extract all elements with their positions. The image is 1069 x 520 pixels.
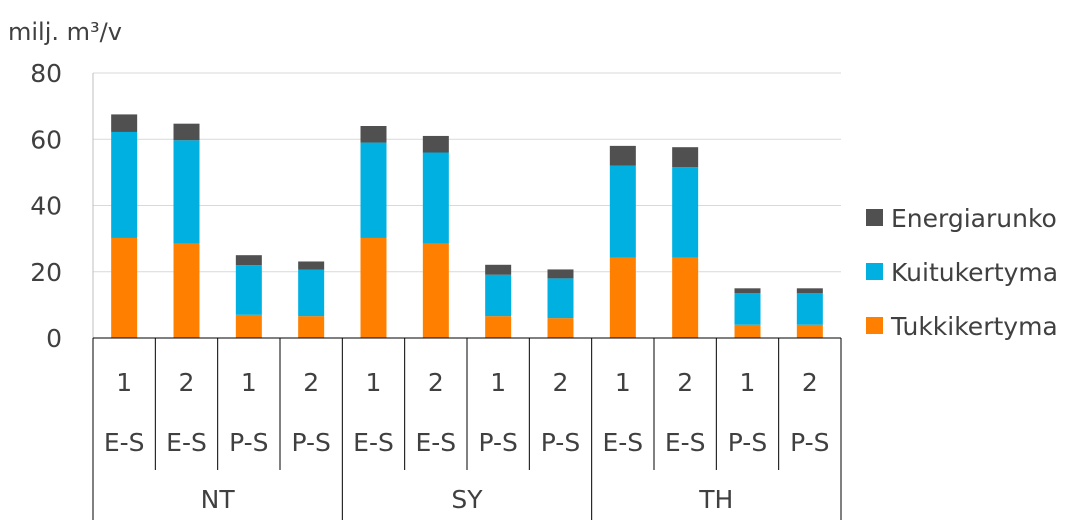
bar-segment (422, 135, 449, 153)
x-tick-label-level2: E-S (602, 428, 643, 457)
bar-segment (796, 324, 823, 338)
x-tick-label-level2: E-S (415, 428, 456, 457)
y-tick-label: 40 (30, 192, 62, 221)
x-tick-label-level1: 1 (366, 368, 382, 397)
bar-segment (235, 255, 262, 266)
x-tick-label-level2: E-S (353, 428, 394, 457)
legend-label: Energiarunko (891, 204, 1057, 233)
x-tick-label-level2: P-S (541, 428, 580, 457)
bar-segment (235, 314, 262, 338)
legend-label: Tukkikertyma (890, 312, 1058, 341)
gridlines (92, 72, 841, 339)
x-axis: 1 E-S 2 E-S 1 P-S 2 P-S 1 E-S 2 E-S 1 P-S 2 P-S 1 E-S 2 E-S… (92, 337, 842, 520)
x-tick-label-level1: 2 (179, 368, 195, 397)
x-tick-label-level1: 1 (740, 368, 756, 397)
bar-segment (360, 237, 387, 338)
y-tick-label: 80 (30, 59, 62, 88)
x-tick-label-level1: 2 (802, 368, 818, 397)
bar-segment (609, 145, 636, 166)
bar-segment (485, 316, 512, 338)
bar-segment (609, 165, 636, 258)
bar-segment (235, 265, 262, 315)
y-axis-ticks: 0 20 40 60 80 (30, 59, 62, 353)
bar-segment (111, 237, 138, 338)
x-tick-label-level1: 1 (241, 368, 257, 397)
x-tick-label-level2: P-S (728, 428, 767, 457)
bar-segment (173, 140, 200, 244)
bar-segment (111, 114, 138, 132)
bar-segment (734, 324, 761, 338)
x-tick-label-level1: 2 (677, 368, 693, 397)
y-tick-label: 60 (30, 125, 62, 154)
x-tick-label-level2: E-S (665, 428, 706, 457)
legend: Energiarunko Kuitukertyma Tukkikertyma (866, 204, 1058, 341)
bars (111, 114, 823, 338)
x-tick-label-level1: 1 (615, 368, 631, 397)
bar-segment (360, 126, 387, 143)
y-axis-label: milj. m³/v (8, 18, 122, 46)
x-tick-label-level2: P-S (229, 428, 268, 457)
bar-segment (547, 269, 574, 279)
bar-segment (173, 123, 200, 141)
x-tick-label-level2: P-S (291, 428, 330, 457)
x-tick-label-level2: P-S (790, 428, 829, 457)
x-tick-label-level1: 1 (116, 368, 132, 397)
x-tick-label-level2: E-S (166, 428, 207, 457)
x-group-label: SY (451, 485, 483, 514)
x-tick-label-level2: E-S (104, 428, 145, 457)
bar-segment (672, 167, 699, 258)
bar-segment (485, 264, 512, 275)
legend-swatch (866, 317, 883, 334)
legend-swatch (866, 209, 883, 226)
bar-segment (796, 293, 823, 325)
bar-segment (734, 293, 761, 325)
bar-segment (298, 261, 325, 270)
bar-segment (672, 147, 699, 168)
bar-segment (298, 316, 325, 338)
y-tick-label: 0 (46, 324, 62, 353)
bar-segment (360, 142, 387, 238)
x-group-label: NT (201, 485, 236, 514)
legend-swatch (866, 263, 883, 280)
x-tick-label-level1: 2 (303, 368, 319, 397)
x-tick-label-level1: 2 (428, 368, 444, 397)
x-group-label: TH (698, 485, 733, 514)
bar-segment (422, 243, 449, 338)
bar-segment (422, 152, 449, 244)
bar-segment (298, 269, 325, 317)
x-tick-label-level2: P-S (478, 428, 517, 457)
bar-segment (734, 288, 761, 294)
x-tick-label-level1: 1 (490, 368, 506, 397)
y-tick-label: 20 (30, 258, 62, 287)
bar-segment (173, 243, 200, 338)
bar-segment (547, 318, 574, 338)
bar-segment (672, 257, 699, 338)
legend-label: Kuitukertyma (891, 258, 1058, 287)
bar-segment (547, 278, 574, 319)
bar-segment (111, 131, 138, 238)
bar-segment (485, 274, 512, 317)
x-tick-label-level1: 2 (553, 368, 569, 397)
bar-segment (609, 257, 636, 338)
bar-segment (796, 288, 823, 294)
